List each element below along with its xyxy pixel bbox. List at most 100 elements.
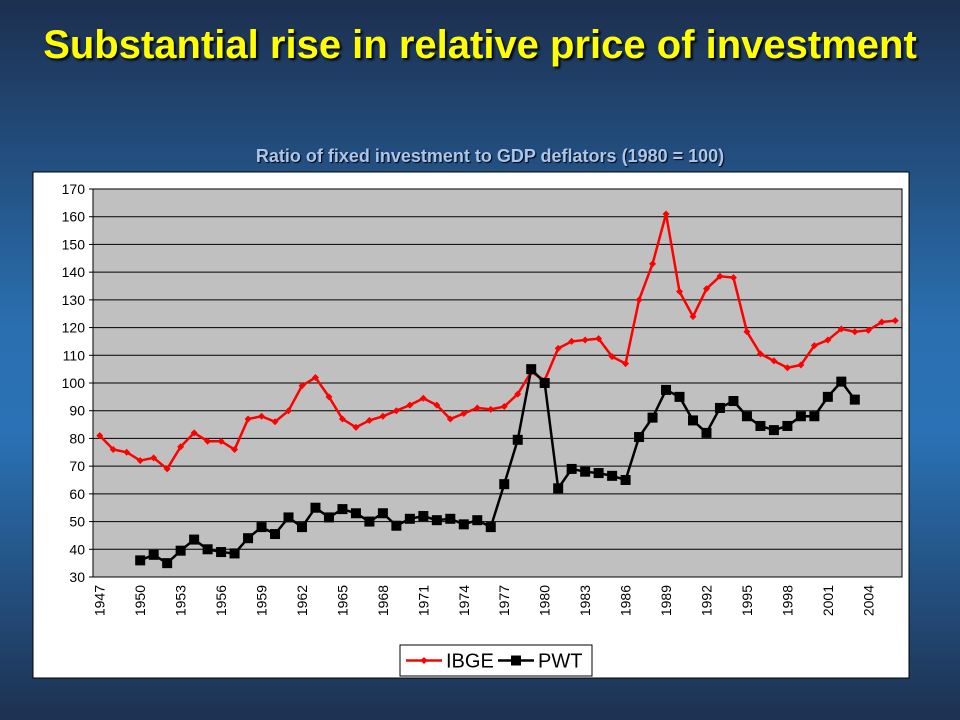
point — [620, 475, 631, 485]
point — [379, 412, 387, 420]
point — [352, 423, 360, 431]
point — [460, 409, 468, 417]
y-tick-label: 60 — [69, 486, 85, 502]
point — [702, 285, 710, 293]
point — [810, 342, 818, 350]
point — [270, 529, 281, 540]
point — [824, 336, 832, 344]
point — [244, 415, 252, 423]
point — [622, 360, 630, 368]
x-tick-label: 1995 — [739, 585, 755, 616]
x-tick-label: 1959 — [254, 585, 270, 616]
point — [431, 515, 442, 526]
point — [568, 337, 576, 345]
chart-title: Substantial rise in relative price of in… — [43, 23, 917, 67]
point — [688, 415, 699, 426]
legend-label: IBGE — [446, 651, 494, 673]
point — [217, 437, 225, 445]
point — [768, 425, 779, 436]
x-tick-label: 1983 — [577, 585, 593, 616]
point — [662, 210, 670, 218]
point — [310, 502, 321, 513]
point — [553, 483, 564, 494]
point — [514, 390, 522, 398]
x-tick-label: 1962 — [294, 585, 310, 616]
point — [795, 411, 806, 422]
point — [258, 412, 266, 420]
point — [647, 412, 658, 423]
point — [797, 361, 805, 369]
x-tick-label: 1953 — [173, 585, 189, 616]
point — [136, 457, 144, 465]
x-tick-label: 1965 — [334, 585, 350, 616]
point — [891, 317, 899, 325]
point — [580, 466, 591, 477]
x-tick-label: 1998 — [779, 585, 795, 616]
point — [595, 335, 603, 343]
point — [554, 344, 562, 352]
point — [526, 364, 537, 375]
chart-subtitle: Ratio of fixed investment to GDP deflato… — [255, 146, 725, 166]
point — [163, 465, 171, 473]
point — [406, 401, 414, 409]
point — [849, 394, 860, 405]
x-tick-label: 1947 — [92, 585, 108, 616]
point — [190, 429, 198, 437]
point — [472, 515, 483, 526]
point — [607, 470, 618, 481]
point — [809, 411, 820, 422]
point — [338, 415, 346, 423]
x-tick-label: 2004 — [860, 585, 876, 616]
x-tick-label: 1992 — [698, 585, 714, 616]
point — [473, 404, 481, 412]
point — [271, 418, 279, 426]
point — [256, 522, 267, 533]
point — [365, 416, 373, 424]
point — [175, 545, 186, 556]
point — [337, 504, 348, 515]
point — [350, 508, 361, 519]
point — [418, 511, 429, 522]
point — [770, 357, 778, 365]
point — [311, 373, 319, 381]
point — [635, 296, 643, 304]
point — [716, 272, 724, 280]
y-tick-label: 50 — [69, 514, 85, 530]
point — [150, 454, 158, 462]
point — [634, 432, 645, 443]
point — [608, 353, 616, 361]
point — [296, 522, 307, 533]
x-tick-label: 1980 — [537, 585, 553, 616]
point — [539, 378, 550, 388]
y-tick-label: 110 — [63, 347, 86, 363]
point — [782, 420, 793, 431]
x-tick-label: 1971 — [415, 585, 431, 616]
point — [851, 328, 859, 336]
point — [701, 427, 712, 438]
x-tick-label: 1968 — [375, 585, 391, 616]
point — [204, 437, 212, 445]
point — [500, 403, 508, 411]
y-tick-label: 30 — [69, 569, 85, 585]
point — [741, 411, 752, 422]
point — [487, 405, 495, 413]
point — [729, 274, 737, 282]
y-tick-label: 130 — [62, 292, 86, 308]
point — [109, 446, 117, 454]
point — [202, 544, 213, 555]
point — [743, 328, 751, 336]
point — [756, 350, 764, 358]
legend-marker — [511, 655, 521, 666]
legend-label: PWT — [538, 651, 582, 673]
point — [433, 401, 441, 409]
point — [189, 534, 200, 545]
point — [674, 391, 685, 402]
point — [283, 512, 294, 523]
point — [783, 364, 791, 372]
y-tick-label: 140 — [62, 264, 86, 280]
point — [298, 382, 306, 390]
point — [458, 519, 469, 530]
point — [728, 396, 739, 407]
